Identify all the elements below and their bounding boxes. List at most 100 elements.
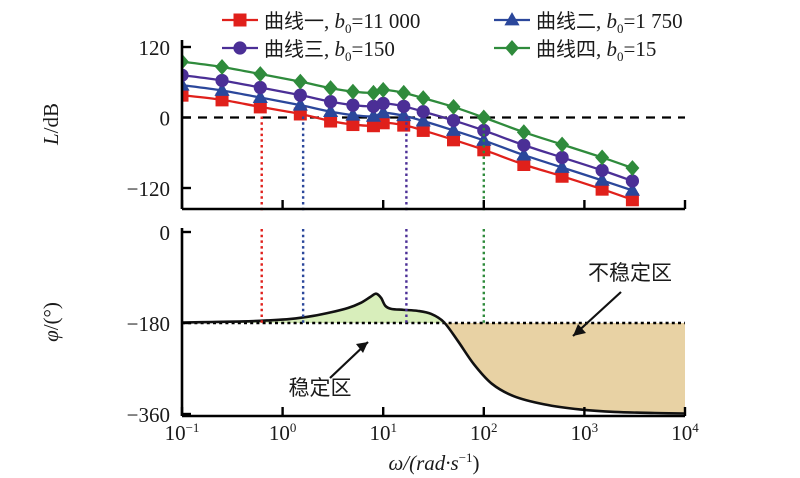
phase-x-ticks — [180, 407, 687, 416]
legend-separator: , — [596, 9, 607, 33]
legend-entry-2[interactable]: 曲线二, b0=1 750 — [494, 9, 683, 36]
x-axis-tick-label: 100 — [269, 420, 297, 445]
data-point-marker — [555, 150, 569, 165]
data-point-marker — [446, 98, 461, 115]
data-point-marker — [253, 66, 268, 82]
unstable-region-annotation: 不稳定区 — [572, 261, 672, 337]
phase-axis-var: φ — [39, 330, 63, 342]
magnitude-y-tick-labels: 120 0 −120 — [127, 36, 170, 201]
data-point-marker — [365, 108, 382, 122]
x-tick-exponent: 3 — [592, 420, 599, 435]
x-axis-title-tail: ) — [473, 451, 480, 475]
legend-param-value: =150 — [352, 37, 395, 61]
legend-label: 曲线一, b0=11 000 — [264, 9, 420, 36]
data-point-marker — [293, 73, 308, 90]
magnitude-y-tick-label: 0 — [160, 107, 171, 131]
x-tick-exponent: −1 — [186, 420, 200, 435]
legend-param-value: =1 750 — [624, 9, 683, 33]
data-point-marker — [445, 122, 462, 136]
magnitude-y-ticks — [182, 45, 191, 190]
phase-crossover-lines — [260, 229, 485, 324]
magnitude-series-1 — [182, 88, 639, 207]
legend-curve-name: 曲线三 — [264, 37, 324, 61]
data-point-marker — [292, 97, 308, 111]
legend-entry-3[interactable]: 曲线三, b0=150 — [222, 37, 395, 64]
stable-region-label: 稳定区 — [289, 376, 352, 400]
magnitude-y-tick-label: 120 — [139, 36, 171, 60]
stable-region-fill — [182, 293, 445, 323]
magnitude-axis-unit: /dB — [39, 103, 63, 133]
legend-param-subscript: 0 — [617, 21, 624, 36]
x-axis-tick-label: 104 — [671, 420, 699, 445]
x-axis-tick-labels: 10−1 100 101 102 103 104 — [165, 420, 700, 445]
legend-marker-circle-icon — [233, 41, 247, 55]
legend-separator: , — [596, 37, 607, 61]
data-point-marker — [253, 80, 267, 95]
data-point-marker — [624, 182, 640, 196]
magnitude-axis-var: L — [39, 133, 63, 146]
data-point-marker — [252, 89, 268, 103]
phase-y-ticks — [182, 230, 191, 416]
data-point-marker — [554, 159, 570, 173]
x-axis-title-exponent: −1 — [459, 450, 473, 465]
data-point-marker — [446, 113, 461, 128]
x-tick-mantissa: 10 — [571, 421, 592, 445]
unstable-region-label: 不稳定区 — [588, 261, 672, 285]
magnitude-y-tick-label: −120 — [127, 177, 170, 201]
legend-param-subscript: 0 — [345, 49, 352, 64]
data-point-marker — [555, 136, 570, 153]
x-tick-exponent: 2 — [491, 420, 498, 435]
data-point-marker — [214, 82, 230, 96]
phase-axis-unit: /(°) — [39, 302, 63, 330]
magnitude-crossover-lines — [260, 116, 485, 212]
legend-entry-1[interactable]: 曲线一, b0=11 000 — [222, 9, 420, 36]
svg-text:L/dB: L/dB — [39, 103, 63, 146]
legend-marker-triangle-icon — [504, 12, 520, 26]
data-point-marker — [517, 138, 531, 152]
data-point-marker — [416, 105, 430, 119]
legend-entry-4[interactable]: 曲线四, b0=15 — [494, 37, 656, 64]
legend-marker-diamond-icon — [505, 40, 519, 56]
data-point-marker — [375, 104, 391, 119]
data-point-marker — [376, 96, 390, 111]
data-point-marker — [376, 81, 391, 98]
unstable-region-arrow-head — [573, 324, 586, 336]
x-axis-tick-label: 10−1 — [165, 420, 200, 445]
svg-text:φ/(°): φ/(°) — [39, 302, 63, 342]
phase-y-tick-label: −360 — [127, 403, 170, 427]
legend-label: 曲线四, b0=15 — [536, 37, 656, 64]
data-point-marker — [416, 90, 431, 107]
legend-separator: , — [324, 9, 335, 33]
x-axis-title: ω/(rad·s−1) — [388, 450, 479, 475]
data-point-marker — [625, 160, 640, 176]
data-point-marker — [215, 59, 229, 75]
data-point-marker — [516, 124, 531, 141]
magnitude-curves — [182, 53, 640, 207]
legend-param-symbol: b — [607, 9, 618, 33]
legend-curve-name: 曲线二 — [536, 9, 596, 33]
magnitude-y-axis-title: L/dB — [39, 103, 63, 146]
data-point-marker — [415, 113, 431, 127]
x-axis-tick-label: 102 — [470, 420, 498, 445]
data-point-marker — [345, 107, 361, 121]
stable-region-arrow-head — [356, 342, 368, 353]
data-point-marker — [345, 83, 360, 100]
x-tick-mantissa: 10 — [269, 421, 290, 445]
legend-separator: , — [324, 37, 335, 61]
data-point-marker — [323, 103, 339, 118]
data-point-marker — [323, 95, 338, 109]
legend-marker-square-icon — [233, 13, 247, 27]
legend-param-symbol: b — [335, 9, 346, 33]
x-tick-mantissa: 10 — [671, 421, 692, 445]
x-tick-exponent: 0 — [290, 420, 297, 435]
magnitude-subplot — [180, 40, 687, 212]
x-tick-mantissa: 10 — [369, 421, 390, 445]
x-axis-tick-label: 101 — [369, 420, 397, 445]
data-point-marker — [397, 99, 411, 113]
legend-curve-name: 曲线四 — [536, 37, 596, 61]
x-tick-exponent: 1 — [390, 420, 397, 435]
legend-param-value: =15 — [624, 37, 657, 61]
data-point-marker — [215, 73, 229, 88]
